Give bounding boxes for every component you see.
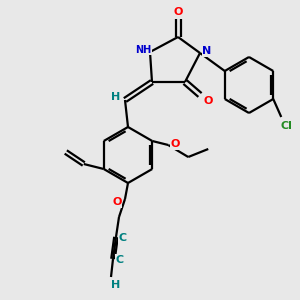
Text: H: H [111,92,121,102]
Text: Cl: Cl [280,121,292,131]
Text: C: C [116,255,124,265]
Text: H: H [111,280,121,290]
Text: NH: NH [135,45,151,55]
Text: N: N [202,46,211,56]
Text: O: O [171,139,180,149]
Text: O: O [173,7,183,17]
Text: O: O [203,96,213,106]
Text: C: C [119,233,127,243]
Text: O: O [112,197,122,207]
